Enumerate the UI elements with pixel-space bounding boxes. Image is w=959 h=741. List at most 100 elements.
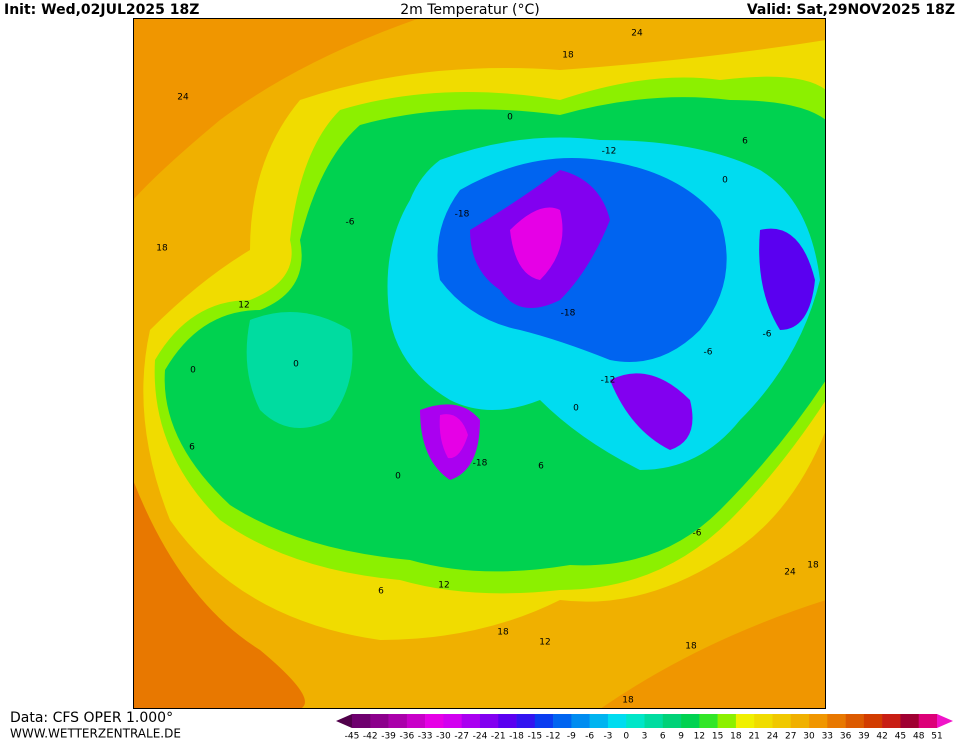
contour-label: -18 [455, 210, 470, 220]
cold-field [246, 312, 353, 428]
colorbar-label: -24 [473, 732, 488, 741]
warm-field [133, 18, 420, 200]
colorbar-label: 9 [678, 732, 684, 741]
site-url: WWW.WETTERZENTRALE.DE [10, 727, 181, 741]
contour-label: 0 [293, 360, 299, 370]
warm-field [133, 480, 305, 709]
colorbar-label: 51 [931, 732, 942, 741]
contour-label: 12 [438, 581, 449, 591]
colorbar-label: 12 [694, 732, 705, 741]
colorbar-bin [662, 714, 682, 728]
colorbar-bin [498, 714, 517, 728]
very-cold-field [510, 207, 563, 280]
colorbar-arrow-high [937, 714, 953, 728]
colorbar-bin [845, 714, 865, 728]
colorbar-bin [754, 714, 773, 728]
contour-label: 6 [189, 443, 195, 453]
colorbar-label: -21 [491, 732, 506, 741]
contour-label: 18 [562, 51, 574, 61]
colorbar-label: -9 [567, 732, 576, 741]
colorbar-bin [370, 714, 389, 728]
colorbar-bin [571, 714, 590, 728]
contour-label: 0 [395, 472, 401, 482]
contour-label: 0 [722, 176, 728, 186]
colorbar-bin [461, 714, 481, 728]
colorbar-label: -15 [527, 732, 542, 741]
colorbar-bin [681, 714, 700, 728]
colorbar-label: -27 [454, 732, 469, 741]
contour-label: 18 [685, 642, 697, 652]
valid-time: Valid: Sat,29NOV2025 18Z [747, 2, 955, 18]
contour-label: 6 [742, 137, 748, 147]
colorbar-bin [553, 714, 572, 728]
colorbar-label: 0 [623, 732, 629, 741]
colorbar-label: -36 [399, 732, 414, 741]
contour-label: 18 [622, 696, 634, 706]
contour-label: 6 [538, 462, 544, 472]
contour-label: -18 [561, 309, 576, 319]
contour-label: 18 [497, 628, 509, 638]
contour-label: -6 [346, 218, 355, 228]
colorbar-bin [589, 714, 609, 728]
colorbar-label: 18 [730, 732, 742, 741]
colorbar-bin [900, 714, 920, 728]
colorbar-label: -18 [509, 732, 524, 741]
colorbar-label: -30 [436, 732, 451, 741]
colorbar-label: -33 [418, 732, 433, 741]
contour-label: 18 [807, 561, 819, 571]
colorbar-bin [443, 714, 462, 728]
colorbar-label: 48 [913, 732, 925, 741]
contour-label: 0 [507, 113, 513, 123]
colorbar-arrow-low [336, 714, 352, 728]
colorbar-bin [352, 714, 371, 728]
contour-label: 24 [631, 29, 643, 39]
contour-label: 6 [378, 587, 384, 597]
colorbar-label: 42 [876, 732, 887, 741]
colorbar-label: 39 [858, 732, 870, 741]
data-source: Data: CFS OPER 1.000° [10, 710, 173, 726]
very-cold-field [610, 373, 693, 450]
colorbar-bin [717, 714, 737, 728]
contour-label: 12 [539, 638, 550, 648]
colorbar-bin [425, 714, 444, 728]
colorbar-label: 36 [840, 732, 852, 741]
colorbar-label: 24 [767, 732, 779, 741]
colorbar-label: 27 [785, 732, 796, 741]
colorbar-bin [406, 714, 426, 728]
colorbar-label: -42 [363, 732, 378, 741]
contour-label: -12 [601, 376, 616, 386]
colorbar-bin [699, 714, 718, 728]
colorbar-label: -45 [345, 732, 360, 741]
colorbar-label: 15 [712, 732, 723, 741]
contour-label: -12 [602, 147, 617, 157]
colorbar-bin [735, 714, 755, 728]
colorbar-bin [516, 714, 536, 728]
contour-label: 24 [177, 93, 189, 103]
colorbar-bin [479, 714, 499, 728]
colorbar-label: 6 [660, 732, 666, 741]
colorbar-label: 21 [748, 732, 759, 741]
colorbar-label: 3 [642, 732, 648, 741]
warm-field [600, 600, 826, 709]
colorbar-bin [809, 714, 828, 728]
very-cold-field [439, 414, 468, 459]
contour-label: -6 [763, 330, 772, 340]
colorbar-label: 33 [822, 732, 833, 741]
temperature-map [133, 18, 826, 709]
colorbar-bin [772, 714, 792, 728]
contour-label: 18 [156, 244, 168, 254]
colorbar-label: -12 [546, 732, 561, 741]
colorbar-bin [918, 714, 938, 728]
contour-label: -18 [473, 459, 488, 469]
colorbar-bin [644, 714, 664, 728]
colorbar-bin [863, 714, 883, 728]
map-frame [133, 18, 826, 709]
colorbar-label: 30 [803, 732, 815, 741]
init-time: Init: Wed,02JUL2025 18Z [4, 2, 199, 18]
colorbar-bin [790, 714, 810, 728]
contour-label: -6 [693, 529, 702, 539]
map-title: 2m Temperatur (°C) [400, 2, 540, 18]
colorbar-label: -6 [585, 732, 594, 741]
very-cold-field [759, 228, 815, 330]
